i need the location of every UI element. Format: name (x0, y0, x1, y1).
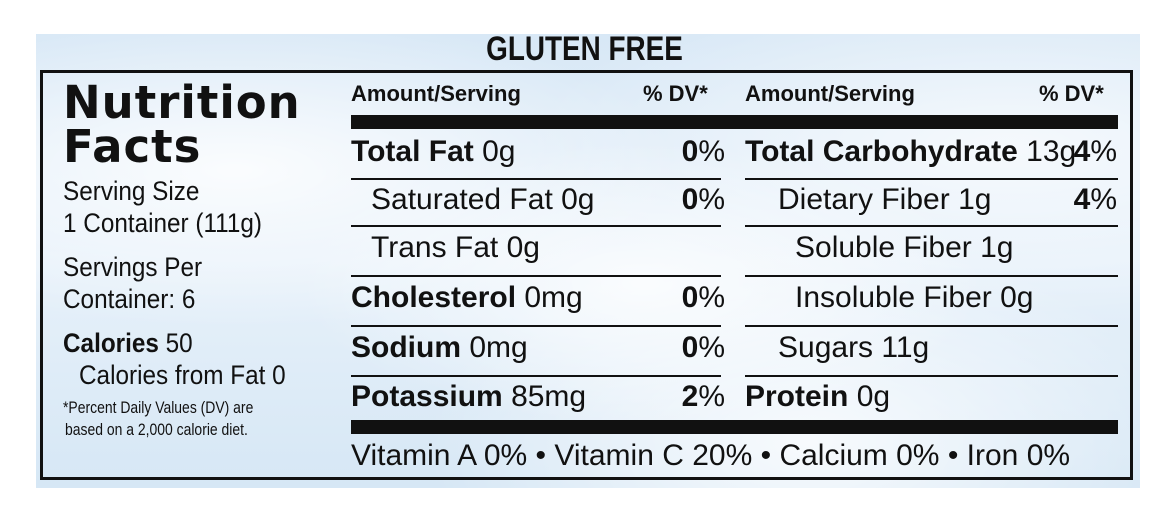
dv-saturated-fat: 0% (681, 183, 725, 216)
row-divider (351, 375, 721, 377)
nutrient-row-saturated-fat: Saturated Fat 0g (371, 183, 595, 216)
nutrient-row-trans-fat: Trans Fat 0g (371, 231, 540, 264)
bottom-thick-rule (351, 420, 1118, 434)
nutrition-facts-summary: Nutrition Facts Serving Size 1 Container… (63, 76, 353, 441)
nutrient-row-cholesterol: Cholesterol 0mg (351, 281, 583, 314)
nutrition-facts-panel: Nutrition Facts Serving Size 1 Container… (40, 70, 1133, 480)
row-divider (745, 275, 1118, 277)
row-divider (745, 178, 1118, 180)
servings-per-label: Servings Per (63, 252, 203, 282)
serving-size-value: 1 Container (111g) (63, 208, 263, 238)
nutrient-row-protein: Protein 0g (745, 380, 891, 413)
row-divider (351, 178, 721, 180)
calories-from-fat: Calories from Fat 0 (79, 360, 286, 390)
vitamins-minerals-line: Vitamin A 0% • Vitamin C 20% • Calcium 0… (351, 439, 1071, 472)
footnote-line1: *Percent Daily Values (DV) are (63, 398, 254, 417)
row-divider (351, 225, 721, 227)
gluten-free-banner: GLUTEN FREE (486, 30, 683, 68)
row-divider (745, 225, 1118, 227)
servings-per-value: Container: 6 (63, 284, 196, 314)
calories-label: Calories (63, 328, 159, 358)
label-background (36, 34, 1140, 488)
nutrient-row-total-carbohydrate: Total Carbohydrate 13g (745, 135, 1077, 168)
dv-potassium: 2% (681, 380, 725, 413)
dv-dietary-fiber: 4% (1073, 183, 1117, 216)
dv-total-fat: 0% (681, 135, 725, 168)
nutrient-row-sugars: Sugars 11g (778, 331, 930, 364)
nutrient-row-insoluble-fiber: Insoluble Fiber 0g (795, 281, 1034, 314)
nutrient-row-sodium: Sodium 0mg (351, 331, 528, 364)
dv-header-left: % DV* (643, 81, 708, 106)
row-divider (745, 375, 1118, 377)
nutrition-facts-title-line1: Nutrition (63, 76, 301, 129)
dv-cholesterol: 0% (681, 281, 725, 314)
nutrient-row-dietary-fiber: Dietary Fiber 1g (778, 183, 992, 216)
nutrient-row-potassium: Potassium 85mg (351, 380, 587, 413)
footnote-line2: based on a 2,000 calorie diet. (65, 420, 248, 439)
dv-total-carbohydrate: 4% (1073, 135, 1117, 168)
dv-sodium: 0% (681, 331, 725, 364)
amount-header-right: Amount/Serving (745, 81, 915, 106)
amount-header-left: Amount/Serving (351, 81, 521, 106)
top-thick-rule (351, 115, 1118, 129)
dv-header-right: % DV* (1039, 81, 1104, 106)
nutrition-facts-title-line2: Facts (63, 120, 202, 173)
row-divider (351, 275, 721, 277)
row-divider (745, 325, 1118, 327)
calories-value: 50 (165, 328, 193, 358)
nutrient-row-soluble-fiber: Soluble Fiber 1g (795, 231, 1014, 264)
nutrient-row-total-fat: Total Fat 0g (351, 135, 516, 168)
row-divider (351, 325, 721, 327)
serving-size-label: Serving Size (63, 176, 200, 206)
